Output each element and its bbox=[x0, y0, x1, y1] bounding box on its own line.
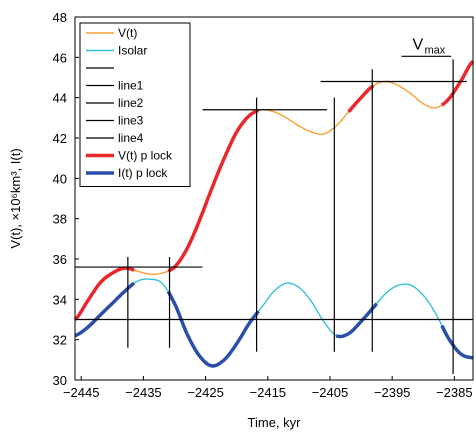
i-lock-segment-4 bbox=[440, 324, 474, 360]
y-tick-label: 44 bbox=[53, 91, 67, 106]
legend-label: V(t) p lock bbox=[118, 149, 173, 163]
legend-label: V(t) bbox=[118, 26, 137, 40]
y-tick-label: 32 bbox=[53, 333, 67, 348]
y-axis-label: V(t), ×10⁶km³, I(t) bbox=[8, 148, 23, 248]
x-tick-label: −2425 bbox=[187, 385, 224, 400]
x-tick-label: −2405 bbox=[312, 385, 349, 400]
legend-label: line2 bbox=[118, 96, 144, 110]
y-tick-label: 46 bbox=[53, 50, 67, 65]
reference-line-layer bbox=[75, 59, 473, 374]
x-tick-label: −2445 bbox=[63, 385, 100, 400]
y-tick-label: 40 bbox=[53, 171, 67, 186]
legend-label: line1 bbox=[118, 79, 144, 93]
plot-frame bbox=[74, 16, 474, 381]
y-tick-label: 34 bbox=[53, 292, 67, 307]
legend-label: line3 bbox=[118, 114, 144, 128]
x-tick-label: −2435 bbox=[125, 385, 162, 400]
v-lock-segment-4 bbox=[440, 60, 475, 107]
i-lock-segment-2 bbox=[166, 290, 260, 368]
annotation-vmax: V bbox=[412, 36, 423, 53]
v-lock-segment-1 bbox=[73, 266, 135, 321]
x-tick-label: −2395 bbox=[374, 385, 411, 400]
legend: V(t) Isolar line1 line2 line3 line4 V(t) p loc… bbox=[79, 22, 191, 187]
y-tick-label: 36 bbox=[53, 252, 67, 267]
legend-label: Isolar bbox=[118, 44, 147, 58]
annotation-layer: V max bbox=[401, 36, 452, 57]
i-lock-segment-1 bbox=[74, 281, 136, 338]
y-tick-label: 38 bbox=[53, 212, 67, 227]
y-tick-label: 48 bbox=[53, 10, 67, 25]
annotation-vmax-subscript: max bbox=[424, 44, 445, 56]
v-lock-segment-2 bbox=[167, 108, 260, 273]
i-lock-segment-3 bbox=[335, 302, 378, 339]
series-line-v bbox=[74, 60, 474, 321]
v-lock-segment-3 bbox=[347, 84, 375, 113]
legend-label: line4 bbox=[118, 131, 144, 145]
x-tick-label: −2415 bbox=[250, 385, 287, 400]
x-axis-label: Time, kyr bbox=[248, 415, 302, 430]
series-line-isolar bbox=[74, 278, 474, 367]
y-tick-label: 42 bbox=[53, 131, 67, 146]
axes-layer: −2445 −2435 −2425 −2415 −2405 −2395 −2385 30 32 3… bbox=[53, 10, 473, 400]
curve-layer bbox=[73, 60, 475, 368]
legend-label: I(t) p lock bbox=[118, 166, 168, 180]
y-tick-label: 30 bbox=[53, 373, 67, 388]
x-tick-label: −2385 bbox=[436, 385, 473, 400]
